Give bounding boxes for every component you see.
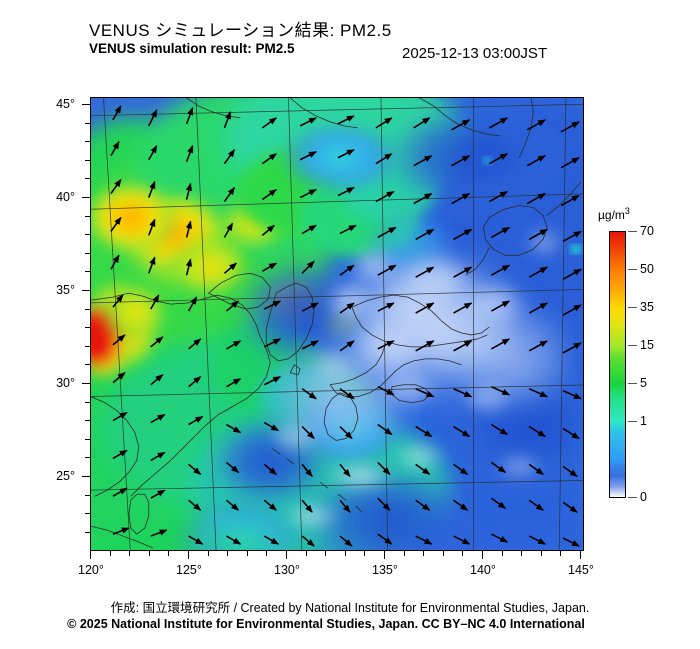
yaxis-label-3: 30° bbox=[56, 376, 75, 390]
colorbar-label-35: 35 bbox=[640, 300, 654, 314]
xaxis-label-1: 125° bbox=[176, 563, 202, 577]
page-title-english: VENUS simulation result: PM2.5 bbox=[89, 41, 295, 56]
colorbar-label-50: 50 bbox=[640, 262, 654, 276]
colorbar-unit-text: µg/m bbox=[598, 208, 625, 222]
xaxis-label-3: 135° bbox=[372, 563, 398, 577]
colorbar bbox=[609, 231, 626, 498]
yaxis-label-4: 25° bbox=[56, 469, 75, 483]
colorbar-unit-exponent: 3 bbox=[624, 206, 630, 216]
xaxis-label-5: 145° bbox=[568, 563, 594, 577]
map-plot-area bbox=[90, 97, 584, 551]
colorbar-label-1: 1 bbox=[640, 414, 647, 428]
colorbar-unit-label: µg/m3 bbox=[598, 206, 630, 222]
wind-vector-overlay bbox=[110, 105, 582, 547]
yaxis-label-2: 35° bbox=[56, 283, 75, 297]
valid-time-label: 2025-12-13 03:00JST bbox=[402, 45, 548, 62]
coastline-overlay bbox=[91, 98, 582, 549]
colorbar-label-70: 70 bbox=[640, 224, 654, 238]
xaxis-label-2: 130° bbox=[274, 563, 300, 577]
yaxis-label-1: 40° bbox=[56, 190, 75, 204]
colorbar-gradient bbox=[609, 231, 626, 498]
colorbar-label-5: 5 bbox=[640, 376, 647, 390]
page-title-japanese: VENUS シミュレーション結果: PM2.5 bbox=[89, 21, 392, 40]
credit-line-license: © 2025 National Institute for Environmen… bbox=[67, 617, 585, 631]
credit-line-institute: 作成: 国立環境研究所 / Created by National Instit… bbox=[110, 601, 590, 615]
colorbar-label-0: 0 bbox=[640, 490, 647, 504]
xaxis-label-4: 140° bbox=[470, 563, 496, 577]
yaxis-label-0: 45° bbox=[56, 97, 75, 111]
xaxis-label-0: 120° bbox=[78, 563, 104, 577]
colorbar-label-15: 15 bbox=[640, 338, 654, 352]
